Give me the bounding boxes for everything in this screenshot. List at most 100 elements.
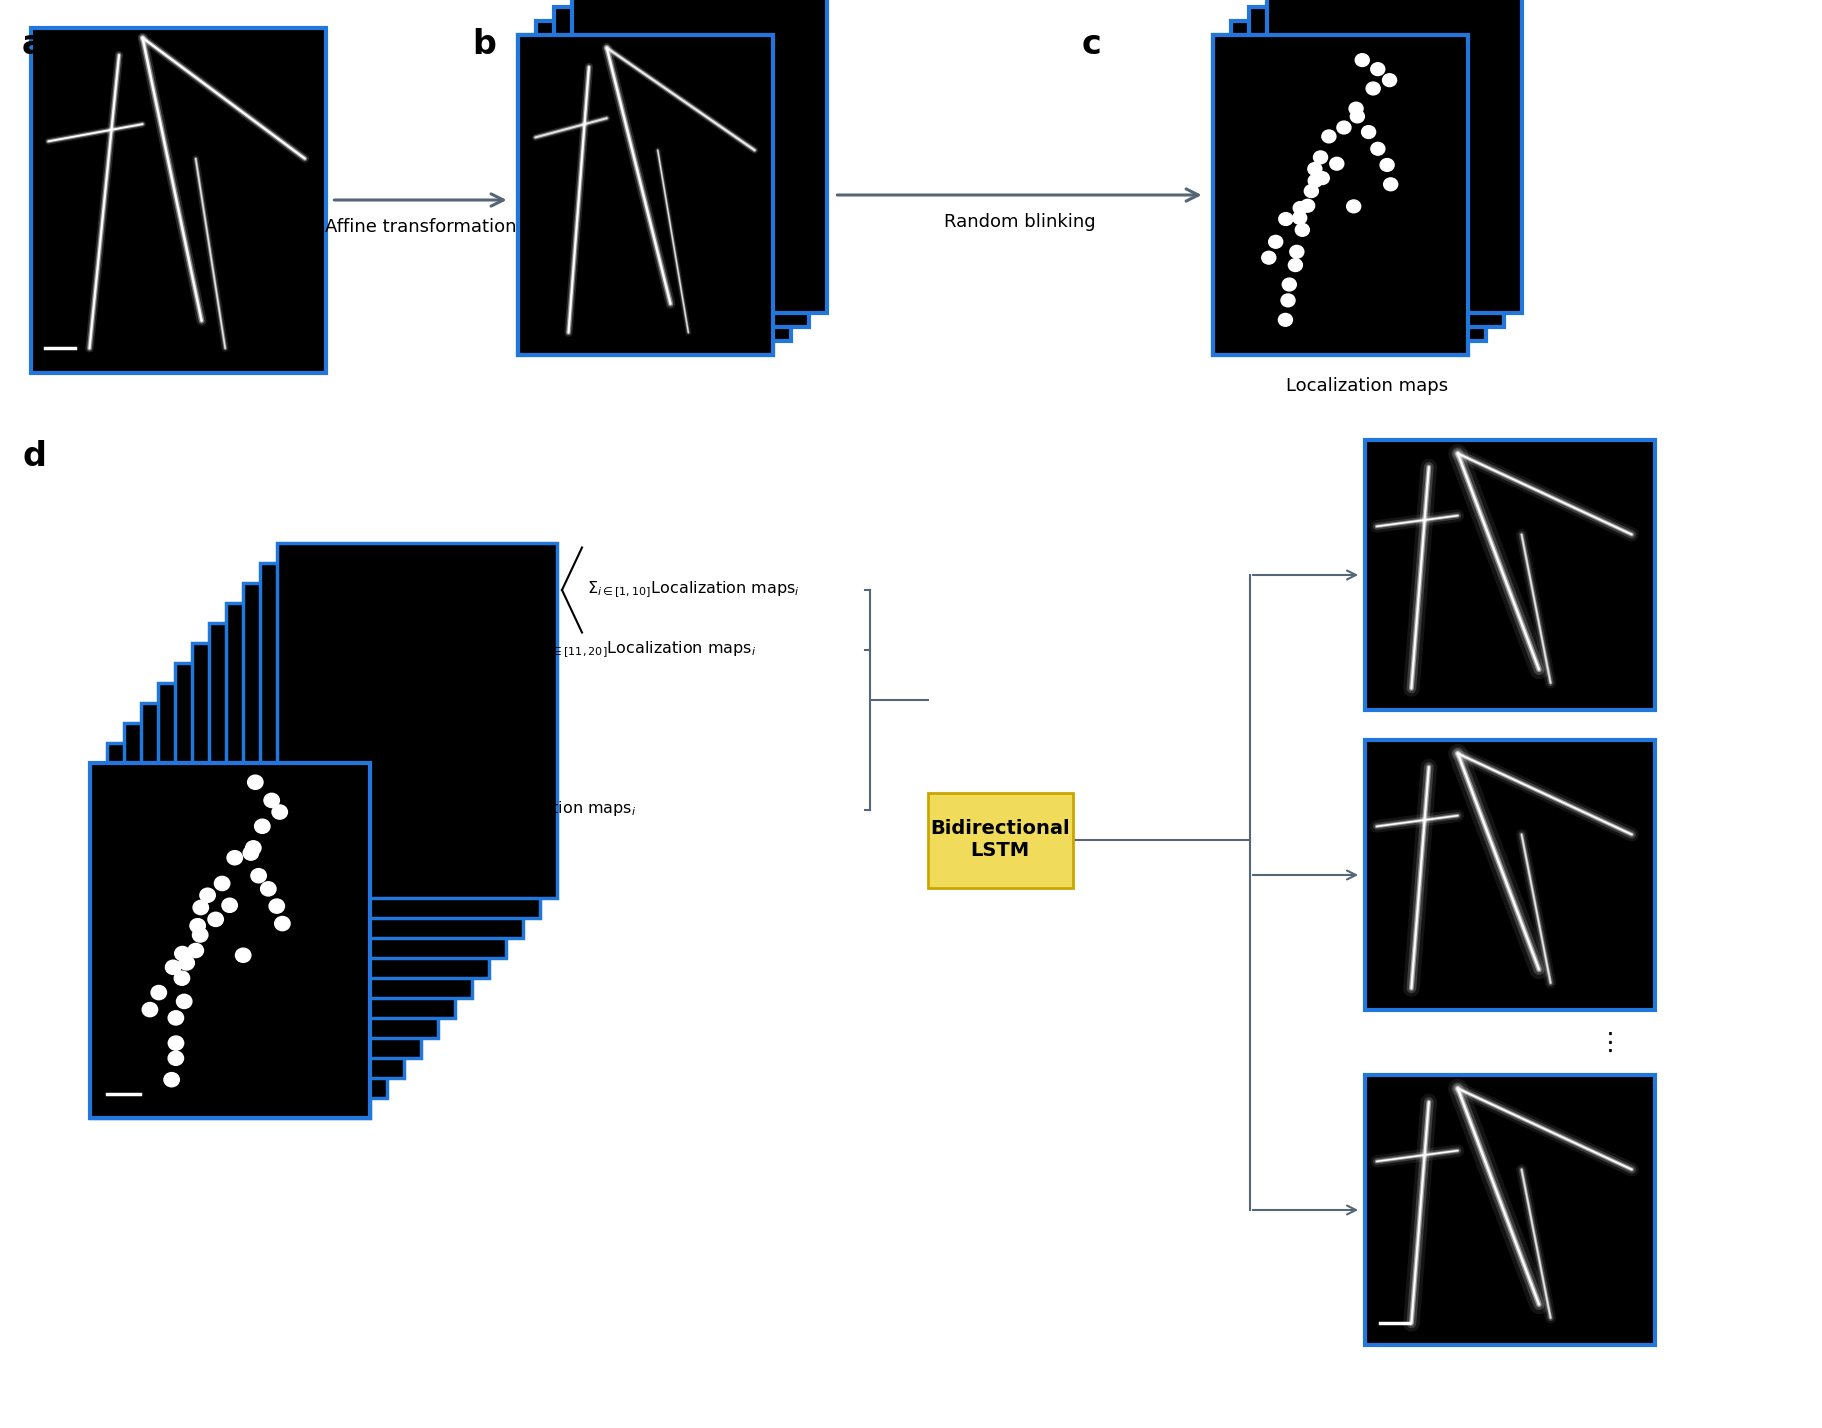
Ellipse shape	[1301, 200, 1315, 213]
Text: b: b	[472, 29, 496, 61]
Ellipse shape	[1361, 126, 1376, 139]
Bar	[1365, 440, 1654, 710]
Ellipse shape	[1305, 184, 1319, 197]
Bar	[175, 663, 456, 1018]
Ellipse shape	[248, 775, 262, 790]
Bar	[554, 7, 809, 327]
Ellipse shape	[215, 877, 230, 891]
Bar	[261, 563, 539, 918]
Ellipse shape	[1370, 63, 1385, 76]
Bar	[210, 623, 488, 978]
Bar	[1248, 7, 1503, 327]
Text: d: d	[22, 440, 46, 473]
Ellipse shape	[264, 794, 279, 807]
Ellipse shape	[1348, 103, 1363, 116]
Bar	[1212, 36, 1467, 356]
Ellipse shape	[1346, 200, 1361, 213]
Bar	[1365, 1075, 1654, 1345]
Bar	[1365, 740, 1654, 1010]
Bar	[89, 763, 370, 1118]
Ellipse shape	[1308, 174, 1323, 187]
Text: $\Sigma_{i\in[1,10]}$Localization maps$_i$: $\Sigma_{i\in[1,10]}$Localization maps$_…	[587, 580, 800, 600]
Ellipse shape	[1294, 201, 1306, 214]
Ellipse shape	[175, 971, 189, 985]
Ellipse shape	[1281, 294, 1295, 307]
Bar	[107, 743, 386, 1098]
Ellipse shape	[168, 1051, 184, 1065]
Ellipse shape	[175, 947, 189, 961]
Ellipse shape	[168, 1011, 184, 1025]
Bar	[140, 703, 421, 1058]
Ellipse shape	[168, 1035, 184, 1050]
Ellipse shape	[1314, 151, 1328, 164]
Text: Random blinking: Random blinking	[944, 213, 1095, 231]
Text: $\Sigma_{i\in[11,20]}$Localization maps$_i$: $\Sigma_{i\in[11,20]}$Localization maps$…	[536, 640, 756, 660]
Ellipse shape	[271, 805, 288, 820]
Ellipse shape	[1337, 121, 1350, 134]
Bar	[1212, 36, 1467, 356]
Ellipse shape	[1279, 213, 1294, 226]
Ellipse shape	[270, 900, 284, 914]
Bar	[1230, 21, 1485, 341]
Text: Bidirectional
LSTM: Bidirectional LSTM	[931, 820, 1070, 861]
Ellipse shape	[1308, 163, 1323, 176]
Ellipse shape	[1263, 251, 1275, 264]
Ellipse shape	[1315, 171, 1330, 184]
Ellipse shape	[1288, 258, 1303, 271]
Ellipse shape	[242, 845, 259, 860]
Ellipse shape	[164, 1072, 179, 1087]
Ellipse shape	[179, 955, 195, 970]
Ellipse shape	[151, 985, 166, 1000]
Ellipse shape	[235, 948, 251, 962]
Ellipse shape	[246, 841, 261, 855]
Text: a: a	[22, 29, 44, 61]
Ellipse shape	[1370, 143, 1385, 156]
Ellipse shape	[1366, 81, 1381, 94]
Ellipse shape	[1279, 313, 1292, 326]
Text: Affine transformation: Affine transformation	[324, 218, 516, 236]
Bar	[124, 723, 404, 1078]
Ellipse shape	[1383, 74, 1397, 87]
Bar	[89, 763, 370, 1118]
Ellipse shape	[275, 917, 290, 931]
Ellipse shape	[261, 881, 277, 895]
Ellipse shape	[1295, 223, 1310, 236]
Text: $\Sigma_{i\in[N-10,N]}$Localization maps$_i$: $\Sigma_{i\in[N-10,N]}$Localization maps…	[401, 800, 636, 820]
Ellipse shape	[1323, 130, 1336, 143]
Bar	[159, 683, 437, 1038]
Bar	[1266, 0, 1521, 313]
Ellipse shape	[177, 994, 191, 1008]
Bar	[927, 793, 1073, 887]
Bar	[31, 27, 326, 373]
Ellipse shape	[1283, 278, 1295, 291]
Ellipse shape	[1350, 110, 1365, 123]
Ellipse shape	[1356, 54, 1370, 67]
Ellipse shape	[1383, 178, 1397, 191]
Ellipse shape	[188, 944, 204, 958]
Bar	[517, 36, 773, 356]
Text: Localization maps: Localization maps	[1286, 377, 1448, 396]
Ellipse shape	[193, 928, 208, 942]
Ellipse shape	[200, 888, 215, 902]
Ellipse shape	[166, 960, 180, 974]
Bar	[536, 21, 791, 341]
Bar	[242, 583, 523, 938]
Ellipse shape	[222, 898, 237, 912]
Ellipse shape	[255, 820, 270, 834]
Bar	[572, 0, 827, 313]
Bar	[277, 543, 558, 898]
Ellipse shape	[1290, 246, 1305, 258]
Ellipse shape	[1330, 157, 1345, 170]
Text: c: c	[1082, 29, 1102, 61]
Ellipse shape	[1292, 211, 1306, 224]
Text: ⋮: ⋮	[508, 715, 534, 740]
Text: ⋮: ⋮	[1598, 1031, 1623, 1054]
Bar	[226, 603, 507, 958]
Bar	[517, 36, 773, 356]
Ellipse shape	[228, 851, 242, 865]
Ellipse shape	[1379, 159, 1394, 171]
Ellipse shape	[193, 901, 208, 914]
Ellipse shape	[1268, 236, 1283, 248]
Ellipse shape	[189, 918, 206, 932]
Ellipse shape	[208, 912, 224, 927]
